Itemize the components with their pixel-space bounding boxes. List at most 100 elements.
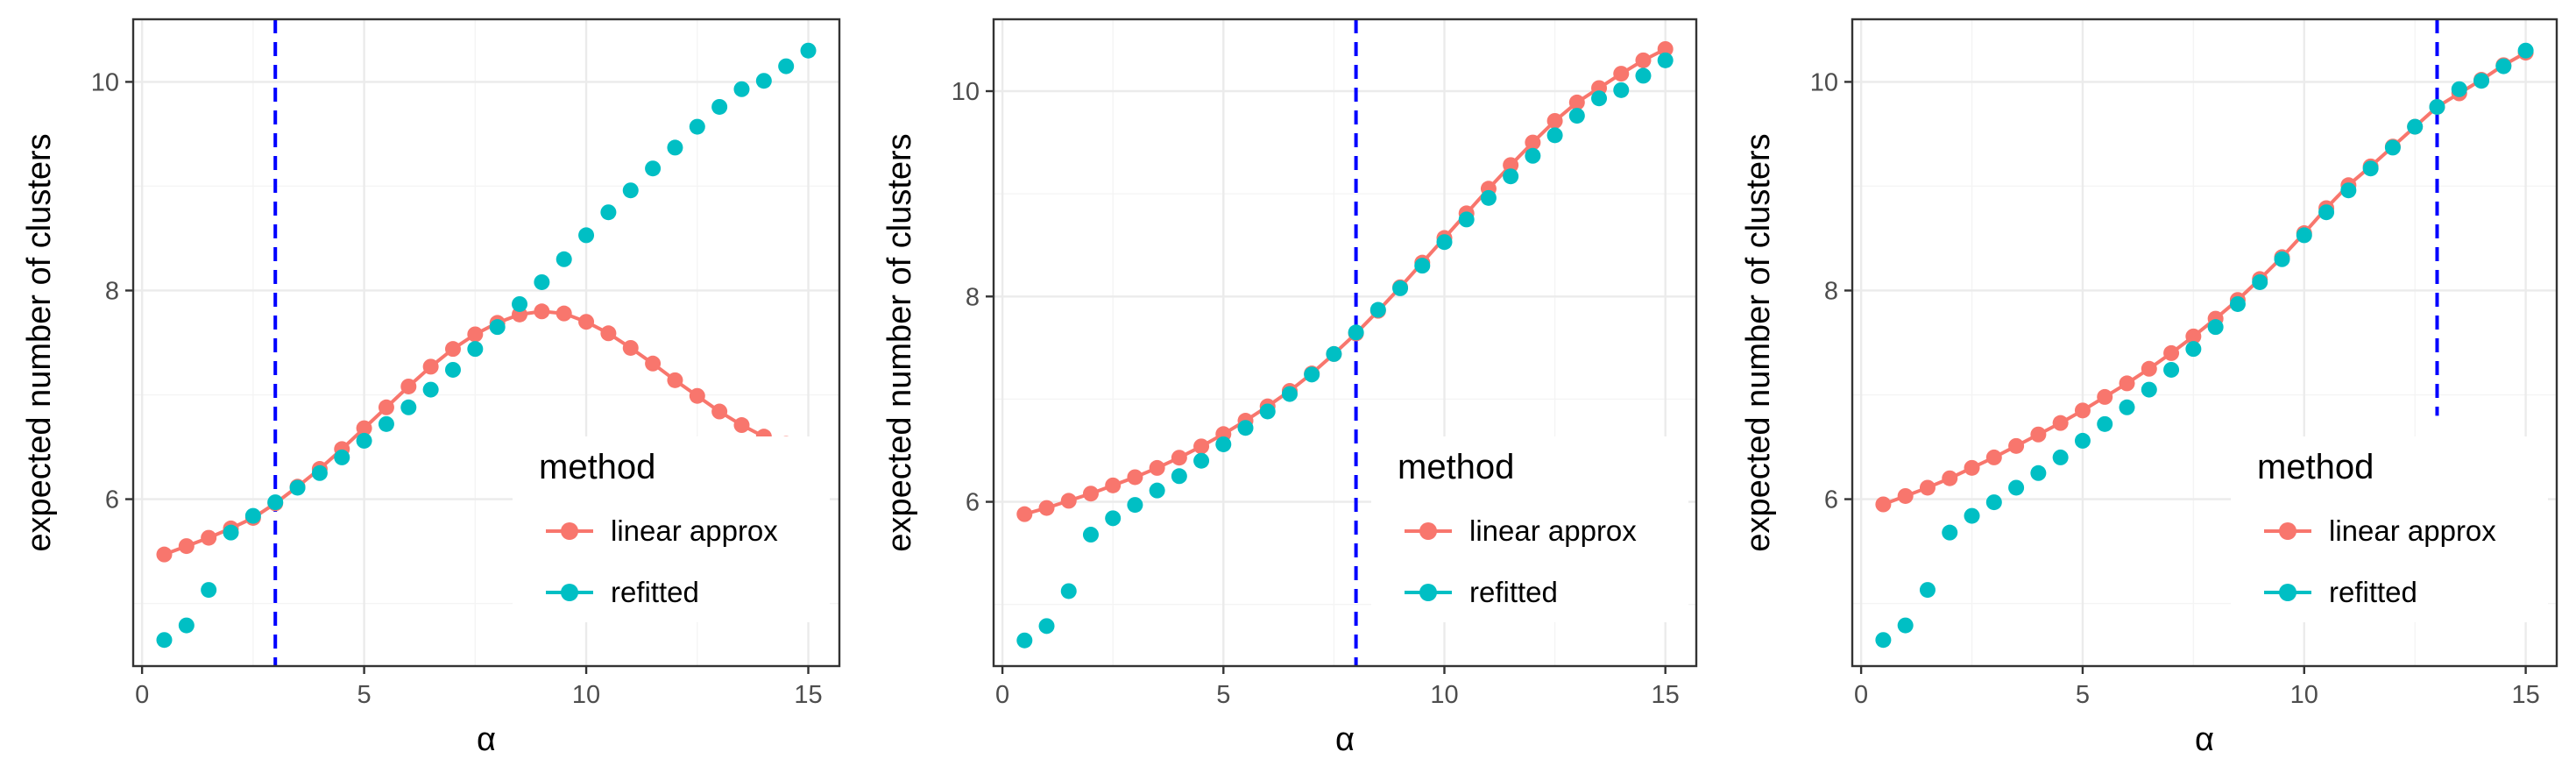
x-axis-title: α [477,721,496,758]
data-point [267,494,284,511]
data-point [1875,632,1892,649]
data-point [556,305,572,322]
data-point [1348,324,1364,341]
chart-panel-2: method linear approx refitted 0 5 10 15 6 8 10 α ex… [881,18,1698,758]
legend-entry: refitted [2264,576,2417,608]
data-point [2473,73,2490,89]
data-point [800,42,817,59]
data-point [1613,66,1630,82]
data-point [534,273,550,290]
y-tick-label: 6 [1824,486,1838,514]
data-point [645,355,662,372]
data-point [711,98,728,115]
data-point [1149,482,1165,499]
x-tick-label: 10 [1430,681,1458,709]
data-point [755,73,772,89]
x-tick-label: 15 [2511,681,2539,709]
data-point [2030,426,2047,443]
data-point [1016,506,1033,522]
legend-label: refitted [611,576,699,608]
panel-border [1851,18,2558,668]
data-point [2340,182,2357,199]
data-point [156,546,173,563]
data-point [311,465,328,481]
data-point [1568,108,1585,124]
data-point [1038,618,1055,635]
data-point [467,326,484,343]
y-tick-label: 10 [1810,68,1838,96]
legend-title: method [539,448,655,486]
y-tick-label: 6 [966,489,980,517]
data-point [622,182,639,199]
legend-key-point [561,522,578,540]
x-tick-label: 5 [2076,681,2090,709]
data-point [2119,399,2135,415]
data-point [2074,402,2091,419]
data-point [2296,227,2312,244]
data-point [1436,234,1453,251]
data-point [622,339,639,356]
data-point [1657,40,1674,57]
legend-key-point [2279,522,2296,540]
data-point [1215,436,1232,452]
data-point [334,449,350,465]
data-point [289,479,306,496]
x-tick-label: 0 [995,681,1009,709]
data-point [1281,386,1298,402]
data-point [1942,524,1958,541]
data-point [2008,437,2025,454]
data-point [1657,52,1674,68]
y-tick-label: 10 [952,78,980,106]
legend-entry: linear approx [1405,514,1637,547]
data-point [223,524,239,541]
data-point [467,341,484,358]
data-point [422,381,439,398]
data-point [201,582,217,599]
data-point [2097,388,2113,405]
data-point [578,314,595,330]
data-point [1897,617,1914,634]
series-refitted [156,42,817,649]
x-axis-title: α [1335,721,1355,758]
data-point [1985,494,2002,511]
data-point [711,403,728,420]
data-point [534,303,550,320]
legend-key-point [1419,522,1437,540]
data-point [1480,189,1497,206]
legend-key-point [2279,584,2296,601]
y-tick-label: 10 [91,68,119,96]
data-point [1503,168,1519,185]
data-point [512,295,528,312]
data-point [1193,438,1210,455]
data-point [444,341,461,358]
y-tick-label: 8 [966,283,980,311]
legend-label: refitted [2329,576,2417,608]
series-refitted [1875,42,2534,649]
data-point [156,632,173,649]
panel-border [992,18,1698,668]
x-tick-label: 0 [1854,681,1868,709]
data-point [1546,127,1563,144]
y-axis-title: expected number of clusters [881,133,918,551]
x-tick-label: 5 [1216,681,1230,709]
x-tick-label: 15 [1652,681,1680,709]
legend-entry: refitted [546,576,699,608]
data-point [2052,415,2069,431]
data-point [378,415,394,432]
legend-title: method [1398,448,1514,486]
data-point [667,139,683,156]
legend-key-point [561,584,578,601]
data-point [201,529,217,546]
data-point [2008,479,2025,496]
data-point [1525,147,1541,164]
data-point [2052,449,2069,465]
data-point [1964,507,1980,524]
data-point [1942,470,1958,486]
data-point [1237,420,1254,436]
data-point [2119,375,2135,392]
data-point [1082,527,1099,543]
data-point [489,319,506,336]
data-point [1964,459,1980,476]
legend: method linear approx refitted [2231,436,2548,622]
data-point [2185,341,2202,358]
